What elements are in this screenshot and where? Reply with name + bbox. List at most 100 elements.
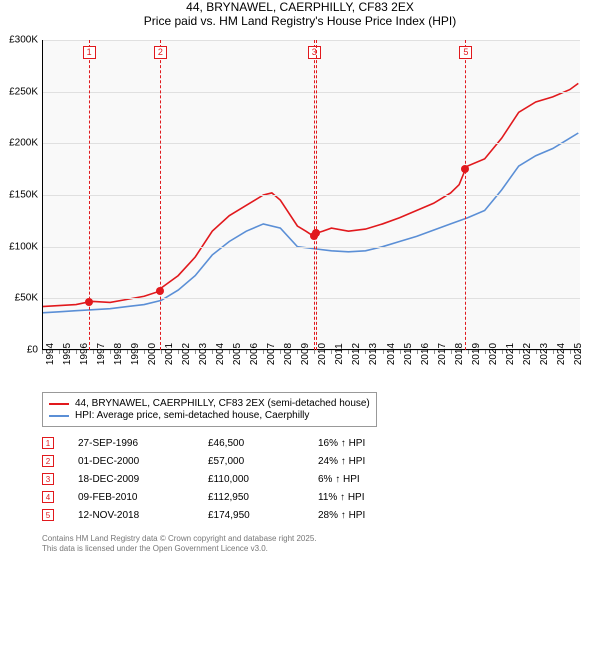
x-tick — [485, 350, 486, 354]
x-tick — [570, 350, 571, 354]
x-tick-label: 1994 — [45, 343, 56, 365]
x-tick-label: 2018 — [454, 343, 465, 365]
y-tick-label: £0 — [27, 345, 38, 356]
footer-text: Contains HM Land Registry data © Crown c… — [42, 534, 317, 555]
x-tick — [161, 350, 162, 354]
x-tick-label: 2003 — [198, 343, 209, 365]
chart-subtitle: Price paid vs. HM Land Registry's House … — [0, 14, 600, 28]
y-tick-label: £250K — [9, 86, 38, 97]
y-tick-label: £100K — [9, 241, 38, 252]
sales-row: 5 12-NOV-2018£174,95028% ↑ HPI — [42, 506, 418, 524]
sales-row-pct: 24% ↑ HPI — [318, 456, 418, 467]
sales-row-price: £110,000 — [208, 474, 318, 485]
x-tick — [434, 350, 435, 354]
legend-swatch — [49, 403, 69, 405]
sale-point — [312, 229, 320, 237]
sales-row-pct: 16% ↑ HPI — [318, 438, 418, 449]
sales-row: 201-DEC-2000£57,00024% ↑ HPI — [42, 452, 418, 470]
sales-row-marker: 5 — [42, 509, 54, 521]
x-tick-label: 2015 — [403, 343, 414, 365]
x-tick — [400, 350, 401, 354]
x-tick-label: 2014 — [386, 343, 397, 365]
x-tick-label: 2022 — [522, 343, 533, 365]
x-tick — [519, 350, 520, 354]
chart-title: 44, BRYNAWEL, CAERPHILLY, CF83 2EX — [0, 0, 600, 14]
x-tick-label: 2020 — [488, 343, 499, 365]
sale-marker-box: 5 — [459, 46, 472, 59]
sale-marker-line — [314, 40, 315, 350]
sales-row-date: 27-SEP-1996 — [78, 438, 208, 449]
sales-row-pct: 11% ↑ HPI — [318, 492, 418, 503]
y-gridline — [42, 195, 580, 196]
sales-row-date: 18-DEC-2009 — [78, 474, 208, 485]
sales-row-price: £112,950 — [208, 492, 318, 503]
x-tick-label: 1995 — [62, 343, 73, 365]
x-tick — [246, 350, 247, 354]
y-axis — [42, 40, 43, 350]
sales-row-marker: 4 — [42, 491, 54, 503]
sale-marker-line — [465, 40, 466, 350]
sales-row-date: 12-NOV-2018 — [78, 510, 208, 521]
legend-box: 44, BRYNAWEL, CAERPHILLY, CF83 2EX (semi… — [42, 392, 377, 427]
x-tick — [451, 350, 452, 354]
x-tick-label: 2009 — [300, 343, 311, 365]
x-tick-label: 2004 — [215, 343, 226, 365]
sales-row-date: 01-DEC-2000 — [78, 456, 208, 467]
sales-row-price: £46,500 — [208, 438, 318, 449]
x-tick-label: 2025 — [573, 343, 584, 365]
sales-row-pct: 6% ↑ HPI — [318, 474, 418, 485]
x-tick — [263, 350, 264, 354]
y-tick-label: £200K — [9, 138, 38, 149]
x-tick — [331, 350, 332, 354]
sale-point — [85, 298, 93, 306]
legend-label: HPI: Average price, semi-detached house,… — [75, 410, 309, 421]
legend-item: 44, BRYNAWEL, CAERPHILLY, CF83 2EX (semi… — [49, 398, 370, 409]
footer-line1: Contains HM Land Registry data © Crown c… — [42, 534, 317, 544]
x-tick-label: 2006 — [249, 343, 260, 365]
x-tick-label: 2011 — [334, 343, 345, 365]
x-tick-label: 2001 — [164, 343, 175, 365]
x-tick — [59, 350, 60, 354]
sales-row-marker: 3 — [42, 473, 54, 485]
x-tick — [314, 350, 315, 354]
x-tick — [110, 350, 111, 354]
sales-row: 1 27-SEP-1996£46,50016% ↑ HPI — [42, 434, 418, 452]
x-tick — [468, 350, 469, 354]
x-tick-label: 2024 — [556, 343, 567, 365]
y-gridline — [42, 298, 580, 299]
x-tick — [144, 350, 145, 354]
x-tick-label: 2005 — [232, 343, 243, 365]
x-tick-label: 2019 — [471, 343, 482, 365]
legend-item: HPI: Average price, semi-detached house,… — [49, 410, 370, 421]
sales-row-price: £174,950 — [208, 510, 318, 521]
y-tick-label: £150K — [9, 190, 38, 201]
sales-row-marker: 1 — [42, 437, 54, 449]
sale-marker-box: 3 — [308, 46, 321, 59]
y-gridline — [42, 40, 580, 41]
footer-line2: This data is licensed under the Open Gov… — [42, 544, 317, 554]
sale-point — [461, 165, 469, 173]
x-axis — [42, 349, 580, 350]
x-tick — [417, 350, 418, 354]
x-tick — [553, 350, 554, 354]
x-tick-label: 1997 — [96, 343, 107, 365]
x-tick-label: 2010 — [317, 343, 328, 365]
x-tick-label: 2013 — [368, 343, 379, 365]
sales-row-date: 09-FEB-2010 — [78, 492, 208, 503]
sale-point — [156, 287, 164, 295]
sales-table: 1 27-SEP-1996£46,50016% ↑ HPI 2 01-DEC-2000… — [42, 434, 418, 524]
sales-row-pct: 28% ↑ HPI — [318, 510, 418, 521]
sales-row-marker: 2 — [42, 455, 54, 467]
x-tick-label: 1998 — [113, 343, 124, 365]
x-tick-label: 2016 — [420, 343, 431, 365]
plot-area: £0£50K£100K£150K£200K£250K£300K199419951… — [42, 40, 580, 350]
x-tick — [280, 350, 281, 354]
x-tick — [212, 350, 213, 354]
legend-swatch — [49, 415, 69, 417]
x-tick — [502, 350, 503, 354]
x-tick-label: 1999 — [130, 343, 141, 365]
x-tick-label: 2023 — [539, 343, 550, 365]
x-tick — [93, 350, 94, 354]
y-gridline — [42, 247, 580, 248]
x-tick — [42, 350, 43, 354]
